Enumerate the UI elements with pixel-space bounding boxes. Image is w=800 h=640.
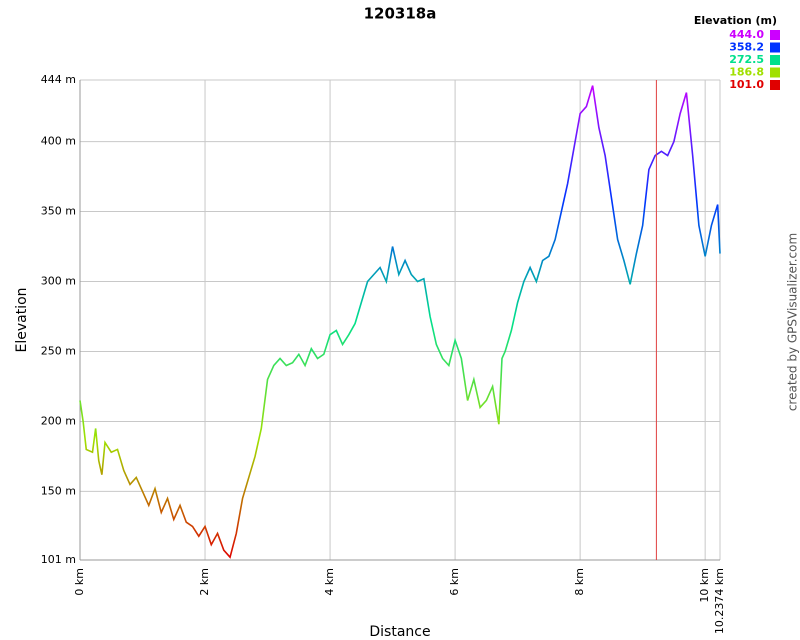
- credit: created by GPSVisualizer.com: [786, 233, 800, 411]
- y-tick-label: 444 m: [41, 73, 76, 86]
- y-tick-label: 350 m: [41, 205, 76, 218]
- y-tick-label: 300 m: [41, 275, 76, 288]
- y-tick-label: 101 m: [41, 553, 76, 566]
- legend-swatch: [770, 30, 780, 40]
- elevation-line: [79, 85, 721, 559]
- legend-swatch: [770, 80, 780, 90]
- y-tick-label: 400 m: [41, 135, 76, 148]
- y-tick-label: 150 m: [41, 484, 76, 497]
- y-axis-label: Elevation: [14, 287, 30, 352]
- x-tick-label: 6 km: [448, 568, 461, 596]
- y-tick-label: 200 m: [41, 414, 76, 427]
- x-tick-label: 8 km: [573, 568, 586, 596]
- x-tick-label: 2 km: [198, 568, 211, 596]
- x-tick-label: 0 km: [73, 568, 86, 596]
- x-tick-label: 10.2374 km: [713, 568, 726, 634]
- y-tick-label: 250 m: [41, 344, 76, 357]
- legend-title: Elevation (m): [694, 14, 777, 27]
- legend-label: 358.2: [729, 41, 764, 54]
- chart-title: 120318a: [364, 5, 437, 23]
- legend-swatch: [770, 55, 780, 65]
- legend-label: 186.8: [729, 66, 764, 79]
- legend-label: 272.5: [729, 53, 764, 66]
- legend-label: 101.0: [729, 78, 764, 91]
- legend-swatch: [770, 67, 780, 78]
- x-tick-label: 4 km: [323, 568, 336, 596]
- legend-swatch: [770, 42, 780, 53]
- x-axis-label: Distance: [369, 624, 430, 640]
- legend-label: 444.0: [729, 28, 764, 41]
- x-tick-label: 10 km: [698, 568, 711, 603]
